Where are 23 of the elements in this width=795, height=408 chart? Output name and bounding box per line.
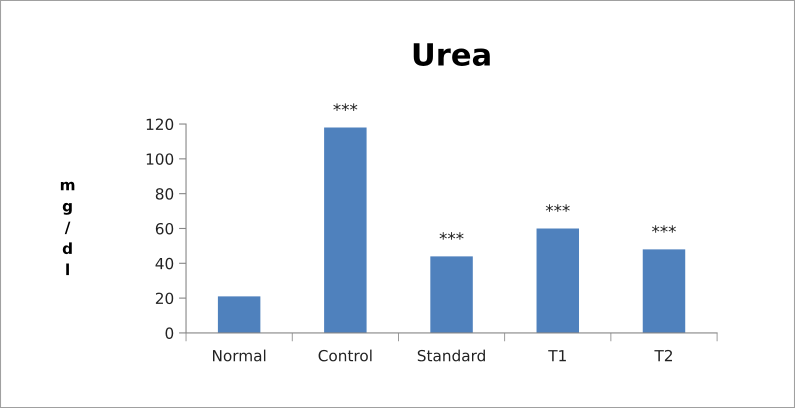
x-tick-label: T1 <box>548 350 566 362</box>
bar <box>430 256 473 333</box>
x-tick-label: Standard <box>418 350 485 362</box>
y-tick-label: 0 <box>166 327 174 339</box>
y-tick-label: 120 <box>146 118 174 130</box>
x-tick-label: Control <box>318 350 372 362</box>
bar <box>324 128 367 333</box>
x-tick-label: T2 <box>654 350 672 362</box>
annotation: *** <box>652 225 676 233</box>
x-tick-label: Normal <box>212 350 266 362</box>
y-tick-label: 40 <box>156 258 174 270</box>
annotation: *** <box>546 204 570 212</box>
chart-title: Urea <box>414 43 490 66</box>
bar <box>218 296 260 333</box>
y-axis-title: mg/dl <box>60 182 74 276</box>
annotation: *** <box>440 232 464 240</box>
y-tick-label: 20 <box>156 292 174 304</box>
y-tick-label: 80 <box>156 188 174 200</box>
bar <box>642 249 686 333</box>
bar <box>536 228 580 333</box>
annotation: *** <box>333 103 358 111</box>
y-tick-label: 100 <box>146 153 174 165</box>
y-tick-label: 60 <box>156 222 174 234</box>
